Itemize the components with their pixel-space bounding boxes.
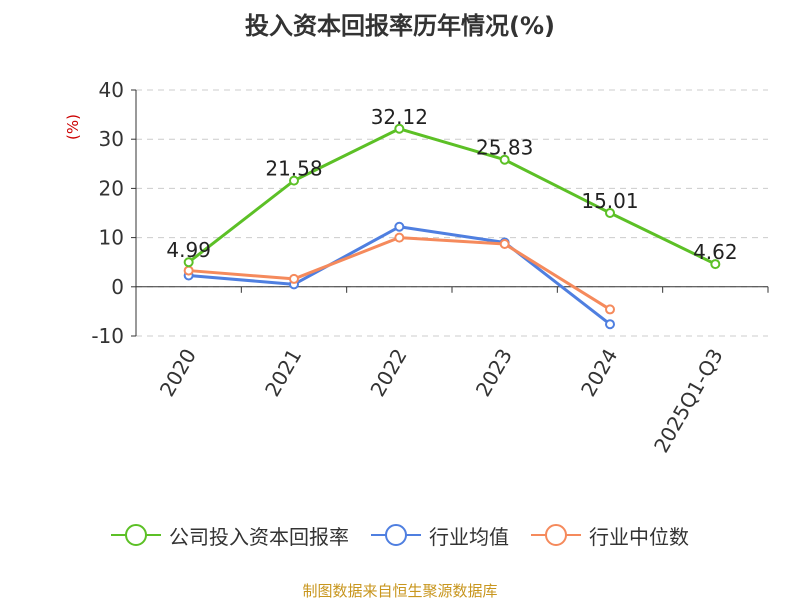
legend-marker-circle [125, 524, 147, 546]
x-tick-label: 2025Q1-Q3 [649, 345, 728, 457]
legend-item: 行业中位数 [531, 521, 689, 550]
legend-label: 公司投入资本回报率 [169, 524, 349, 549]
series-point-0 [605, 207, 615, 218]
source-note: 制图数据来自恒生聚源数据库 [302, 582, 498, 600]
series-point-1 [605, 319, 615, 330]
x-tick-label: 2023 [471, 345, 517, 401]
legend-marker [531, 524, 581, 546]
data-label: 15.01 [581, 189, 638, 213]
data-label: 25.83 [476, 136, 533, 160]
x-tick-label: 2020 [155, 345, 201, 401]
series-point-2 [605, 304, 615, 315]
series-point-1 [394, 221, 405, 232]
series-point-2 [499, 238, 510, 249]
series-line-0 [187, 127, 716, 266]
y-tick-label: -10 [91, 324, 124, 348]
legend-marker [111, 524, 161, 546]
legend-marker-circle [545, 524, 567, 546]
series-point-0 [499, 154, 510, 165]
series-point-0 [183, 257, 194, 268]
data-label: 4.62 [693, 240, 738, 264]
legend-label: 行业中位数 [589, 524, 689, 549]
series-point-0 [394, 123, 405, 134]
x-tick-label: 2024 [576, 345, 622, 401]
y-tick-label: 0 [111, 275, 124, 299]
data-label: 21.58 [265, 157, 322, 181]
series-point-2 [183, 265, 194, 276]
series-point-2 [289, 273, 299, 284]
x-tick-label: 2022 [365, 345, 411, 401]
y-tick-label: 20 [99, 176, 124, 200]
data-label: 4.99 [166, 238, 211, 262]
legend-item: 行业均值 [371, 521, 509, 550]
series-point-0 [710, 259, 721, 270]
y-tick-label: 10 [99, 226, 124, 250]
chart-title: 投入资本回报率历年情况(%) [245, 12, 555, 40]
legend-marker [371, 524, 421, 546]
data-label: 32.12 [371, 105, 428, 129]
y-tick-label: 30 [99, 127, 124, 151]
x-tick-label: 2021 [260, 345, 306, 401]
y-tick-label: 40 [99, 78, 124, 102]
series-point-0 [289, 175, 299, 186]
legend-item: 公司投入资本回报率 [111, 521, 349, 550]
series-point-2 [394, 232, 405, 243]
legend: 公司投入资本回报率 行业均值 行业中位数 [0, 517, 800, 553]
legend-label: 行业均值 [429, 524, 509, 549]
y-axis-label: (%) [64, 114, 82, 140]
legend-marker-circle [385, 524, 407, 546]
